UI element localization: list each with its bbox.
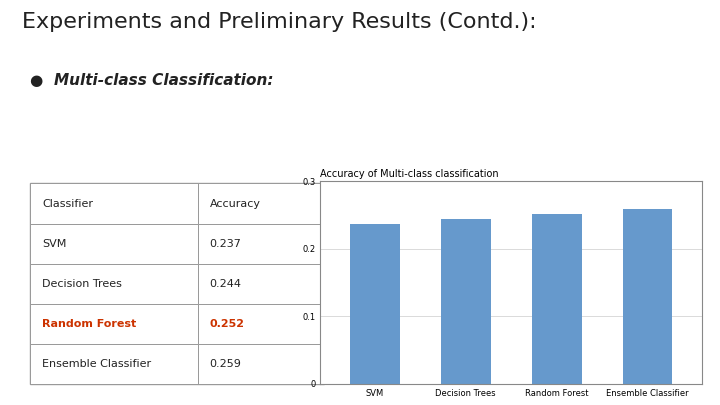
Bar [30, 344, 198, 384]
Text: SVM: SVM [42, 239, 66, 249]
Bar [441, 219, 491, 384]
Text: 0.259: 0.259 [210, 359, 241, 369]
Text: 0.244: 0.244 [210, 279, 241, 289]
Text: ●: ● [29, 73, 42, 88]
Bar [198, 304, 324, 344]
Bar [30, 304, 198, 344]
Text: Accuracy of Multi-class classification: Accuracy of Multi-class classification [320, 169, 499, 179]
Text: Random Forest: Random Forest [42, 319, 136, 329]
Text: Classifier: Classifier [42, 198, 93, 209]
Bar [623, 209, 672, 384]
Bar [198, 224, 324, 264]
Bar [198, 264, 324, 304]
Bar [350, 224, 400, 384]
Bar [30, 224, 198, 264]
Text: Ensemble Classifier: Ensemble Classifier [42, 359, 151, 369]
Bar [531, 214, 582, 384]
Text: Accuracy: Accuracy [210, 198, 261, 209]
Text: Decision Trees: Decision Trees [42, 279, 122, 289]
Text: 0.237: 0.237 [210, 239, 241, 249]
Bar [198, 183, 324, 224]
Bar [198, 344, 324, 384]
Bar [30, 264, 198, 304]
Text: Multi-class Classification:: Multi-class Classification: [54, 73, 274, 88]
Text: Experiments and Preliminary Results (Contd.):: Experiments and Preliminary Results (Con… [22, 12, 536, 32]
Text: 0.252: 0.252 [210, 319, 244, 329]
Bar [30, 183, 198, 224]
